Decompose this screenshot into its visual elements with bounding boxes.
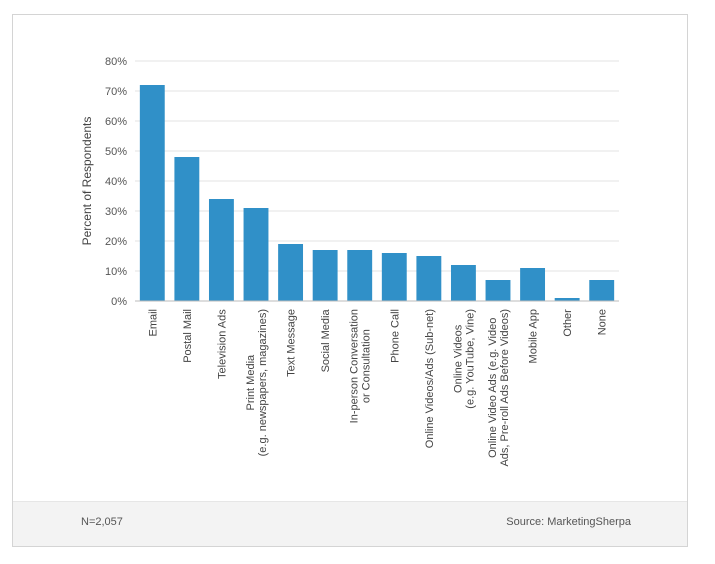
- x-tick-label: Television Ads: [216, 309, 228, 379]
- y-tick-label: 50%: [105, 146, 127, 158]
- bar: [243, 208, 269, 301]
- bars: [139, 85, 615, 301]
- x-tick-label: Postal Mail: [182, 309, 194, 363]
- x-tick-label: Print Media(e.g. newspapers, magazines): [245, 309, 269, 456]
- y-tick-label: 70%: [105, 86, 127, 98]
- y-tick-label: 30%: [105, 206, 127, 218]
- footer: N=2,057 Source: MarketingSherpa: [13, 501, 687, 546]
- bar: [208, 199, 234, 301]
- bar: [174, 157, 200, 301]
- x-tick-label: Online Video Ads (e.g. VideoAds, Pre-rol…: [487, 309, 511, 467]
- x-tick-label: Mobile App: [528, 309, 540, 363]
- y-tick-label: 0%: [111, 296, 127, 308]
- y-axis-ticks: 0% 10% 20% 30% 40% 50% 60% 70% 80%: [105, 56, 127, 308]
- bar: [450, 265, 476, 301]
- x-axis-labels: Email Postal Mail Television Ads Print Medi…: [147, 309, 608, 467]
- bar: [278, 244, 304, 301]
- source-note: Source: MarketingSherpa: [506, 516, 631, 528]
- bar: [485, 280, 511, 301]
- y-tick-label: 80%: [105, 56, 127, 68]
- bar: [554, 298, 580, 301]
- chart-frame: 0% 10% 20% 30% 40% 50% 60% 70% 80% Email Postal M…: [12, 14, 688, 547]
- sample-size-note: N=2,057: [81, 516, 123, 528]
- x-tick-label: Email: [147, 309, 159, 337]
- y-tick-label: 10%: [105, 266, 127, 278]
- y-tick-label: 60%: [105, 116, 127, 128]
- x-tick-label: Social Media: [320, 309, 332, 373]
- x-tick-label: Phone Call: [389, 309, 401, 363]
- y-tick-label: 20%: [105, 236, 127, 248]
- x-tick-label: In-person Conversationor Consultation: [349, 309, 373, 423]
- bar: [381, 253, 407, 301]
- bar: [589, 280, 615, 301]
- x-tick-label: Online Videos/Ads (Sub-net): [424, 309, 436, 448]
- bar-chart: 0% 10% 20% 30% 40% 50% 60% 70% 80% Email Postal M…: [80, 56, 619, 467]
- bar: [520, 268, 546, 301]
- x-tick-label: Online Videos(e.g. YouTube, Vine): [452, 309, 476, 409]
- x-tick-label: None: [597, 309, 609, 335]
- gridlines: [135, 60, 619, 272]
- x-tick-label: Text Message: [286, 309, 298, 377]
- bar: [416, 256, 442, 301]
- y-tick-label: 40%: [105, 176, 127, 188]
- bar: [139, 85, 165, 301]
- bar: [347, 250, 373, 301]
- x-tick-label: Other: [562, 309, 574, 337]
- bar: [312, 250, 338, 301]
- y-axis-label: Percent of Respondents: [80, 117, 94, 246]
